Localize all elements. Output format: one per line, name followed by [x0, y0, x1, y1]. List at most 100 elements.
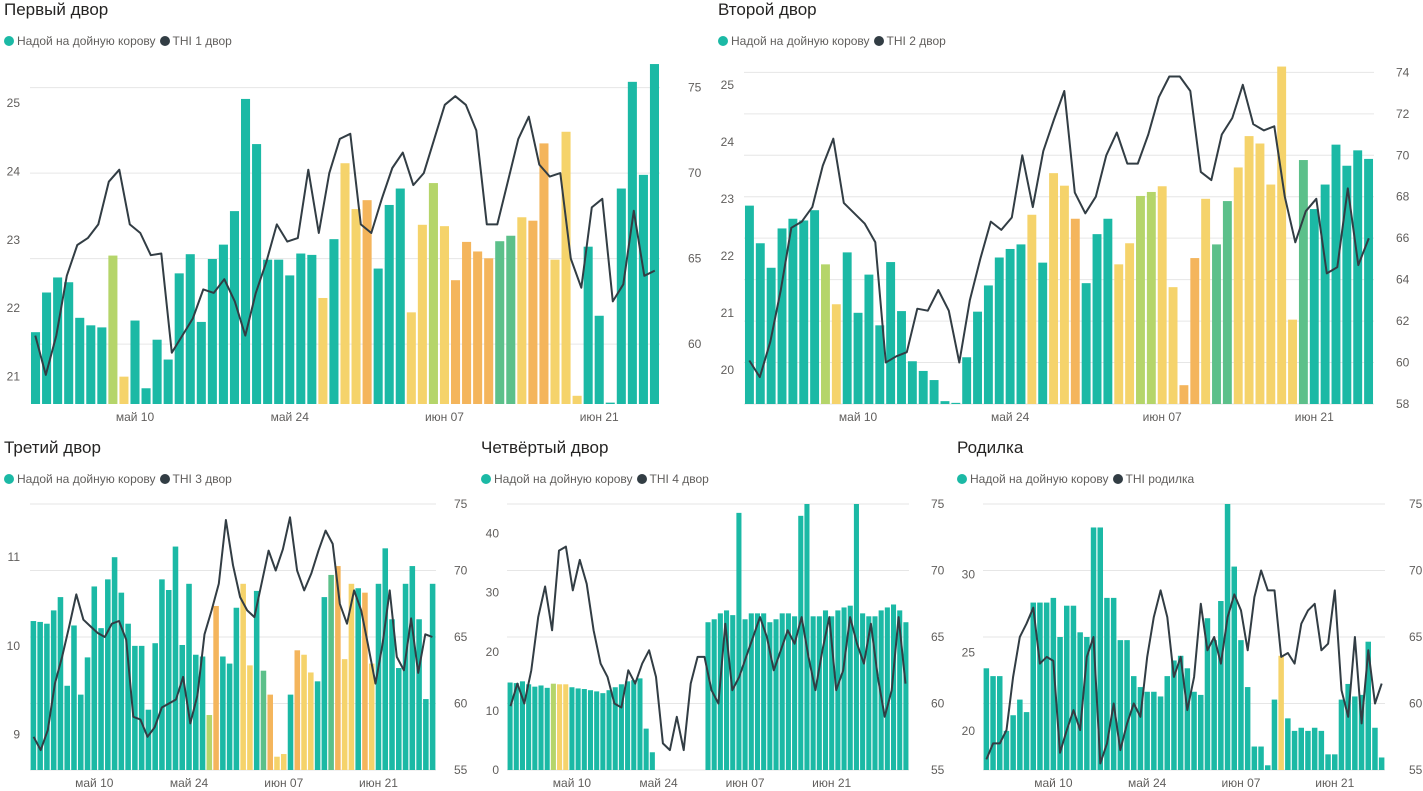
- y-right-tick-label: 68: [1396, 190, 1410, 204]
- bar: [517, 217, 527, 404]
- bar: [997, 676, 1003, 770]
- bar: [152, 339, 162, 404]
- legend-item-thi[interactable]: THI 3 двор: [159, 472, 232, 486]
- legend-label: Надой на дойную корову: [17, 472, 156, 486]
- bar: [829, 616, 835, 770]
- x-tick-label: июн 07: [1143, 410, 1182, 424]
- thi-line: [34, 95, 656, 376]
- bar: [252, 144, 262, 404]
- legend-label: THI родилка: [1125, 472, 1195, 486]
- bar: [649, 752, 655, 770]
- bar: [1325, 754, 1331, 770]
- bar: [618, 684, 624, 770]
- bar: [355, 588, 361, 770]
- chart-title: Третий двор: [4, 438, 101, 457]
- bar: [1043, 602, 1050, 770]
- bar: [754, 613, 761, 770]
- legend-item-thi[interactable]: THI родилка: [1112, 472, 1195, 486]
- bar: [77, 694, 84, 770]
- bar: [788, 218, 798, 404]
- bar: [462, 241, 472, 404]
- thi-line: [748, 75, 1370, 379]
- bar: [1177, 655, 1184, 770]
- bar: [907, 361, 917, 404]
- y-right-tick-label: 75: [1409, 497, 1423, 511]
- bar: [179, 644, 186, 770]
- bar: [866, 616, 872, 770]
- bar: [625, 681, 631, 770]
- chart-title: Родилка: [957, 438, 1024, 457]
- bar: [207, 258, 217, 404]
- bar: [185, 254, 195, 404]
- y-right-tick-label: 70: [454, 564, 468, 578]
- bar: [1218, 601, 1224, 770]
- bar: [1258, 746, 1264, 770]
- chart-svg-4[interactable]: 55 60 65 70 75 0 10 20 30 40 май 10 май 24 июн 07 июн…: [477, 438, 947, 791]
- legend-item-milk[interactable]: Надой на дойную корову: [481, 472, 633, 486]
- bar: [1238, 640, 1244, 770]
- chart-svg-1[interactable]: 60 65 70 75 21 22 23 24 25 май 10 май 24 июн 07 июн …: [0, 0, 702, 430]
- bar: [822, 610, 829, 770]
- bar: [903, 622, 909, 770]
- bar: [416, 619, 422, 770]
- x-tick-label: май 24: [991, 410, 1030, 424]
- bar: [557, 684, 563, 770]
- bar: [1124, 640, 1130, 770]
- bar: [606, 690, 612, 770]
- bar: [616, 188, 626, 404]
- chart-svg-5[interactable]: 55 60 65 70 75 20 25 30 май 10 май 24 июн 07 июн 21: [953, 438, 1423, 791]
- thi-line: [509, 545, 907, 752]
- chart-legend[interactable]: Надой на дойную корову THI 3 двор: [4, 472, 236, 486]
- legend-item-thi[interactable]: THI 2 двор: [873, 34, 946, 48]
- y-right-tick-label: 58: [1396, 397, 1410, 411]
- bar: [1059, 185, 1069, 404]
- y-right-tick-label: 65: [454, 630, 468, 644]
- bar: [1084, 637, 1090, 770]
- bar: [1104, 597, 1110, 770]
- bar: [296, 253, 306, 404]
- bar: [141, 388, 151, 404]
- bar: [1057, 637, 1063, 770]
- bar: [1338, 699, 1345, 770]
- bar: [526, 684, 532, 770]
- legend-item-milk[interactable]: Надой на дойную корову: [718, 34, 870, 48]
- bar: [785, 613, 791, 770]
- bar: [213, 605, 219, 770]
- bar: [594, 691, 600, 770]
- legend-item-thi[interactable]: THI 4 двор: [636, 472, 709, 486]
- legend-dot-icon: [957, 474, 967, 484]
- bar: [897, 610, 903, 770]
- x-tick-label: июн 07: [1221, 776, 1260, 790]
- chart-legend[interactable]: Надой на дойную корову THI родилка: [957, 472, 1198, 486]
- bar: [1097, 527, 1103, 770]
- bar: [1146, 191, 1156, 404]
- bar: [594, 315, 604, 404]
- chart-legend[interactable]: Надой на дойную корову THI 1 двор: [4, 34, 236, 48]
- legend-item-milk[interactable]: Надой на дойную корову: [4, 34, 156, 48]
- x-tick-label: июн 07: [726, 776, 765, 790]
- bar: [71, 625, 77, 770]
- bar: [98, 628, 104, 770]
- legend-item-thi[interactable]: THI 1 двор: [159, 34, 232, 48]
- bar: [724, 610, 730, 770]
- bar: [1027, 214, 1037, 404]
- bar: [994, 257, 1004, 404]
- chart-legend[interactable]: Надой на дойную корову THI 4 двор: [481, 472, 713, 486]
- bar: [799, 220, 809, 404]
- bar: [308, 672, 314, 770]
- bar: [847, 605, 853, 770]
- bar: [1037, 602, 1043, 770]
- legend-item-milk[interactable]: Надой на дойную корову: [4, 472, 156, 486]
- bar: [1320, 184, 1330, 404]
- chart-legend[interactable]: Надой на дойную корову THI 2 двор: [718, 34, 950, 48]
- bar: [1184, 668, 1191, 770]
- bar: [495, 241, 505, 404]
- legend-item-milk[interactable]: Надой на дойную корову: [957, 472, 1109, 486]
- chart-svg-2[interactable]: 58 60 62 64 66 68 70 72 74 20 21 22 23 24 25 май 10 май …: [714, 0, 1423, 430]
- bar: [853, 312, 863, 404]
- bar: [314, 681, 321, 770]
- bar: [42, 292, 52, 404]
- bar: [53, 277, 63, 404]
- bar: [373, 268, 383, 404]
- chart-svg-3[interactable]: 55 60 65 70 75 9 10 11 май 10 май 24 июн 07 июн 21: [0, 438, 470, 791]
